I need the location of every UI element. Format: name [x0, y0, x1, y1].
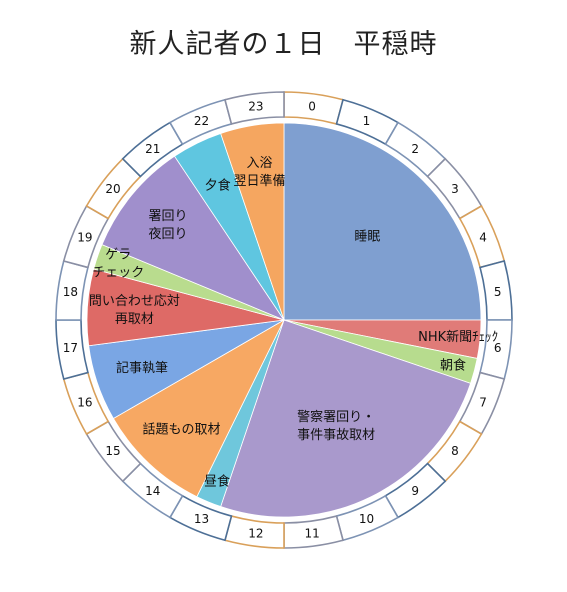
hour-tick-label: 14 — [145, 484, 160, 498]
hour-tick-label: 6 — [494, 341, 502, 355]
hour-tick-label: 15 — [105, 444, 120, 458]
hour-tick-label: 3 — [451, 182, 459, 196]
hour-tick-label: 22 — [194, 114, 209, 128]
chart-title: 新人記者の１日 平穏時 — [129, 29, 438, 60]
slice-label: ゲラチェック — [92, 248, 144, 281]
pie-slice — [112, 318, 285, 498]
pie-slice — [220, 122, 285, 321]
slice-label: 入浴翌日準備 — [234, 156, 286, 189]
hour-tick-label: 8 — [451, 444, 459, 458]
slice-label: 署回り夜回り — [149, 209, 188, 242]
slice-label: 警察署回り・事件事故取材 — [297, 409, 375, 443]
slice-label: 朝食 — [440, 357, 466, 373]
hour-tick-label: 17 — [63, 341, 78, 355]
hour-tick-label: 2 — [411, 142, 419, 156]
hour-tick-label: 11 — [304, 527, 319, 541]
slice-label: 問い合わせ応対再取材 — [89, 294, 180, 327]
hour-tick-label: 12 — [248, 527, 263, 541]
hour-tick-label: 18 — [63, 285, 78, 299]
slice-label: NHK新聞ﾁｪｯｸ — [418, 329, 498, 345]
slice-label: 話題もの取材 — [142, 421, 220, 437]
hour-tick-label: 5 — [494, 285, 502, 299]
pie-slice — [101, 155, 286, 321]
hour-tick-label: 9 — [411, 484, 419, 498]
pie-slice — [283, 122, 482, 321]
hour-tick-label: 23 — [248, 99, 263, 113]
hour-segment — [224, 91, 285, 125]
slice-label: 睡眠 — [354, 230, 380, 245]
hour-tick-label: 7 — [479, 395, 487, 409]
hour-tick-label: 16 — [77, 395, 92, 409]
hour-tick-label: 20 — [105, 182, 120, 196]
pie-slices — [86, 122, 482, 518]
hour-tick-label: 0 — [308, 99, 316, 113]
slice-label: 昼食 — [204, 474, 230, 490]
hour-tick-label: 10 — [359, 512, 374, 526]
hour-tick-label: 4 — [479, 231, 487, 245]
hour-tick-label: 21 — [145, 142, 160, 156]
pie-slice — [220, 319, 472, 518]
slice-label: 夕食 — [205, 177, 231, 193]
hour-tick-label: 1 — [363, 114, 371, 128]
hour-tick-label: 19 — [77, 231, 92, 245]
hour-tick-label: 13 — [194, 512, 209, 526]
slice-label: 記事執筆 — [116, 360, 168, 376]
